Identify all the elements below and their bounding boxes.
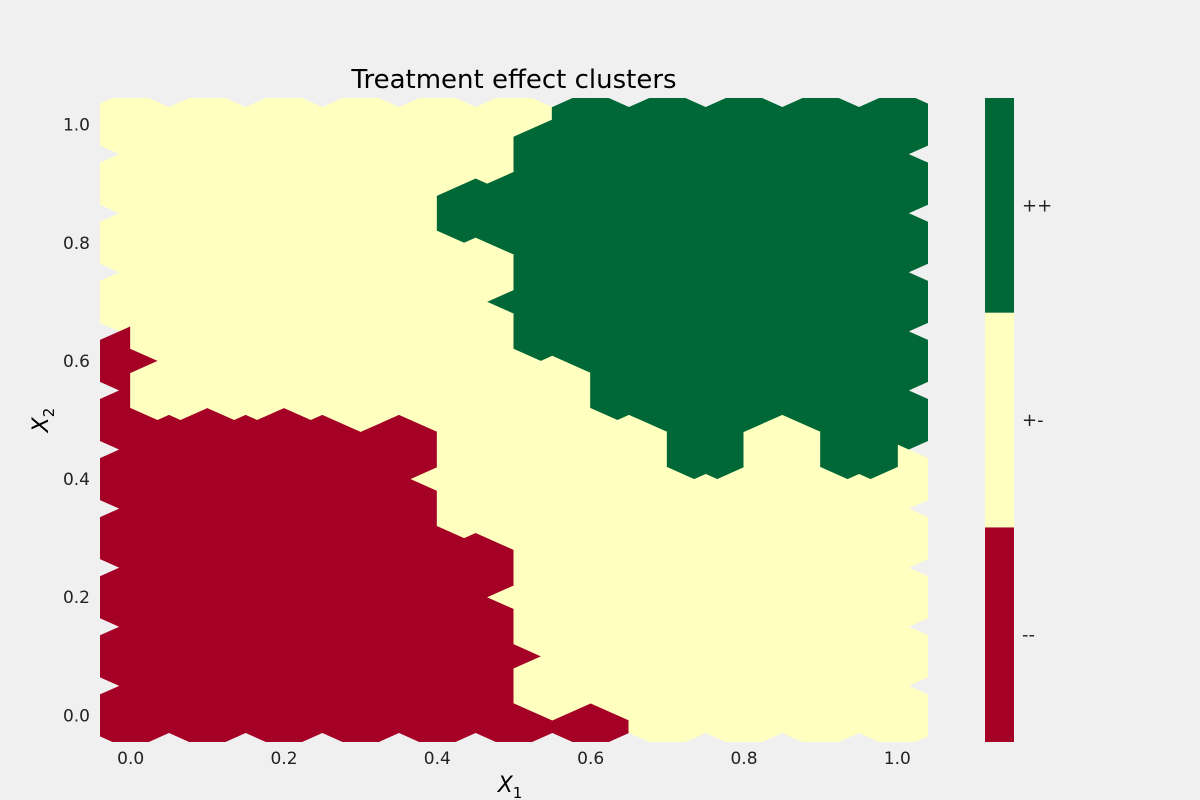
y-tick-label: 1.0 [63, 116, 90, 136]
y-axis-label: X2 [29, 408, 58, 434]
x-tick-label: 0.2 [270, 749, 297, 769]
y-tick-label: 0.6 [63, 352, 90, 372]
tick-labels: 0.0 0.2 0.4 0.6 0.8 1.0 0.0 0.2 0.4 0.6 0.8 1.0 [63, 116, 911, 769]
hex-cell [820, 651, 898, 721]
y-tick-label: 0.0 [63, 706, 90, 726]
y-tick-label: 0.4 [63, 470, 90, 490]
x-tick-label: 0.4 [424, 749, 451, 769]
hex-cells [100, 98, 928, 742]
chart-title: Treatment effect clusters [350, 65, 676, 95]
x-tick-label: 0.8 [730, 749, 757, 769]
colorbar-label: ++ [1022, 195, 1052, 216]
colorbar: -- +- ++ [985, 98, 1052, 742]
colorbar-segment [985, 98, 1014, 313]
x-tick-label: 0.6 [577, 749, 604, 769]
x-tick-label: 1.0 [884, 749, 911, 769]
colorbar-segment [985, 527, 1014, 742]
y-tick-label: 0.2 [63, 588, 90, 608]
y-tick-label: 0.8 [63, 234, 90, 254]
colorbar-segment [985, 312, 1014, 528]
colorbar-label: +- [1022, 410, 1044, 431]
colorbar-label: -- [1022, 625, 1035, 646]
x-tick-label: 0.0 [117, 749, 144, 769]
x-axis-label: X1 [497, 773, 523, 800]
